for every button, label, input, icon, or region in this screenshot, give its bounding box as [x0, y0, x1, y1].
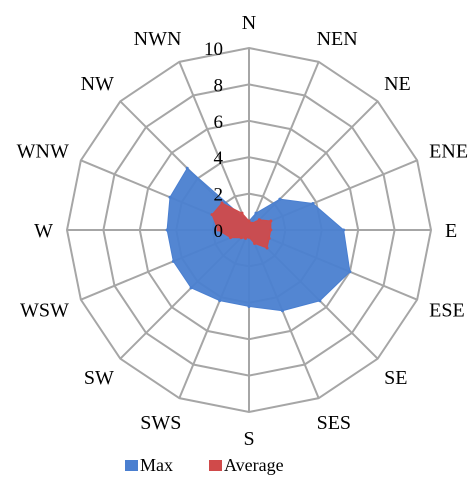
- point-average-sw: [239, 236, 243, 240]
- point-average-e: [269, 228, 273, 232]
- point-average-nwn: [240, 211, 244, 215]
- point-max-wnw: [168, 195, 172, 199]
- point-average-ene: [269, 219, 273, 223]
- point-max-e: [342, 228, 346, 232]
- direction-label-w: W: [34, 220, 53, 242]
- tick-label-10: 10: [204, 39, 223, 60]
- point-average-s: [247, 235, 251, 239]
- point-max-nen: [254, 211, 258, 215]
- direction-label-sws: SWS: [140, 412, 181, 434]
- tick-label-8: 8: [214, 75, 224, 96]
- legend-swatch-max: [125, 460, 138, 471]
- point-max-sw: [189, 286, 193, 290]
- point-max-ne: [278, 197, 282, 201]
- point-average-nen: [250, 221, 254, 225]
- tick-label-4: 4: [214, 148, 224, 169]
- direction-label-s: S: [243, 428, 254, 450]
- point-average-wsw: [229, 236, 233, 240]
- point-average-se: [265, 246, 269, 250]
- direction-label-sw: SW: [84, 367, 114, 389]
- point-max-se: [318, 299, 322, 303]
- spoke-nen: [248, 61, 320, 231]
- direction-label-e: E: [445, 220, 457, 242]
- spoke-nwn: [178, 61, 250, 231]
- legend-label-average: Average: [224, 455, 284, 475]
- point-average-nw: [220, 201, 224, 205]
- direction-label-nw: NW: [81, 73, 114, 95]
- direction-label-wsw: WSW: [20, 300, 69, 322]
- direction-label-ne: NE: [384, 73, 411, 95]
- point-max-w: [165, 228, 169, 232]
- legend-swatch-average: [209, 460, 222, 471]
- point-max-ses: [280, 309, 284, 313]
- legend: Max Average: [125, 455, 284, 476]
- direction-label-ene: ENE: [429, 140, 468, 162]
- tick-label-0: 0: [214, 221, 224, 242]
- point-max-nw: [185, 166, 189, 170]
- point-max-s: [247, 304, 251, 308]
- legend-item-average: Average: [209, 455, 284, 476]
- point-average-w: [216, 228, 220, 232]
- direction-labels: N NEN NE ENE E ESE SE SES S SWS SW WSW W WNW NW NWN: [17, 12, 468, 450]
- direction-label-wnw: WNW: [17, 140, 69, 162]
- point-average-ese: [267, 236, 271, 240]
- tick-label-6: 6: [214, 112, 224, 133]
- point-max-sws: [218, 299, 222, 303]
- tick-label-2: 2: [214, 185, 224, 206]
- radar-series: [165, 166, 352, 313]
- point-average-ses: [253, 241, 257, 245]
- point-max-wsw: [171, 259, 175, 263]
- direction-label-se: SE: [384, 367, 407, 389]
- direction-label-ese: ESE: [429, 300, 465, 322]
- point-average-wnw: [210, 213, 214, 217]
- legend-item-max: Max: [125, 455, 173, 476]
- direction-label-n: N: [242, 12, 256, 34]
- point-average-ne: [257, 218, 261, 222]
- point-max-ene: [311, 202, 315, 206]
- point-average-sws: [244, 236, 248, 240]
- legend-label-max: Max: [140, 455, 173, 475]
- direction-label-nen: NEN: [317, 28, 358, 50]
- direction-label-nwn: NWN: [134, 28, 182, 50]
- point-max-ese: [348, 270, 352, 274]
- radial-tick-labels: 0 2 4 6 8 10: [204, 39, 224, 242]
- direction-label-ses: SES: [317, 412, 351, 434]
- point-average-n: [247, 219, 251, 223]
